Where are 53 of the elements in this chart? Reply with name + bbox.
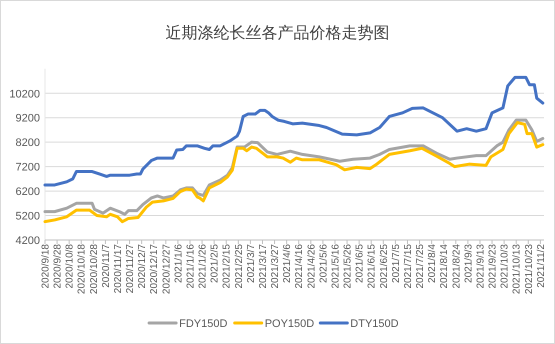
x-tick-label: 2021/10/23: [524, 244, 535, 294]
x-tick-label: 2021/10/13: [512, 244, 523, 294]
x-tick-label: 2021/3/17: [258, 244, 269, 288]
x-tick-label: 2021/5/6: [318, 244, 330, 283]
x-tick-label: 2020/11/7: [100, 244, 112, 288]
x-tick-label: 2021/3/27: [270, 244, 282, 288]
x-tick-label: 2020/12/7: [137, 244, 148, 288]
x-tick-label: 2021/1/6: [173, 244, 184, 283]
x-tick-label: 2021/5/26: [342, 244, 354, 288]
x-tick-label: 2020/9/28: [52, 244, 64, 288]
x-tick-label: 2021/2/15: [222, 244, 233, 288]
y-tick-label: 6200: [16, 186, 40, 198]
x-tick-label: 2021/2/5: [210, 244, 221, 283]
x-tick-label: 2021/1/16: [185, 244, 196, 288]
x-tick-label: 2020/12/27: [161, 244, 172, 294]
x-tick-label: 2021/6/25: [378, 244, 390, 288]
y-tick-label: 10200: [9, 88, 40, 100]
x-tick-label: 2020/12/17: [149, 244, 160, 294]
x-tick-label: 2021/10/3: [500, 244, 511, 288]
chart-title: 近期涤纶长丝各产品价格走势图: [166, 23, 390, 42]
y-tick-label: 5200: [16, 210, 40, 223]
x-tick-label: 2021/9/13: [475, 244, 486, 288]
legend-label: POY150D: [264, 318, 314, 330]
x-tick-label: 2021/7/25: [415, 244, 426, 288]
x-tick-label: 2021/4/16: [294, 244, 306, 288]
x-tick-label: 2021/8/24: [451, 244, 462, 288]
x-tick-label: 2021/9/23: [488, 244, 499, 288]
x-tick-label: 2021/11/2: [536, 244, 547, 288]
x-tick-label: 2021/9/3: [463, 244, 474, 283]
x-tick-label: 2021/5/16: [330, 244, 342, 288]
legend-label: FDY150D: [179, 318, 228, 330]
x-tick-label: 2021/1/26: [198, 244, 209, 288]
x-tick-label: 2021/8/4: [427, 244, 438, 283]
x-tick-label: 2021/6/5: [354, 244, 366, 283]
x-tick-label: 2021/2/25: [234, 244, 245, 288]
x-tick-label: 2020/10/18: [76, 244, 88, 294]
x-tick-label: 2021/4/26: [306, 244, 318, 288]
y-tick-label: 9200: [16, 112, 40, 125]
y-tick-label: 4200: [16, 235, 40, 247]
x-tick-label: 2021/7/15: [402, 244, 414, 288]
legend-label: DTY150D: [350, 318, 399, 330]
x-tick-label: 2021/8/14: [439, 244, 450, 288]
x-tick-label: 2021/4/6: [282, 244, 294, 283]
x-tick-label: 2020/11/27: [125, 244, 136, 294]
y-tick-label: 7200: [16, 162, 40, 174]
x-tick-label: 2020/10/28: [88, 244, 100, 294]
x-tick-label: 2021/7/5: [390, 244, 402, 283]
x-tick-label: 2021/6/15: [366, 244, 378, 288]
x-tick-label: 2020/10/8: [64, 244, 76, 288]
x-tick-label: 2020/9/18: [40, 244, 52, 288]
y-tick-label: 8200: [16, 137, 40, 150]
x-tick-label: 2020/11/17: [112, 244, 124, 294]
x-tick-label: 2021/3/7: [246, 244, 257, 283]
